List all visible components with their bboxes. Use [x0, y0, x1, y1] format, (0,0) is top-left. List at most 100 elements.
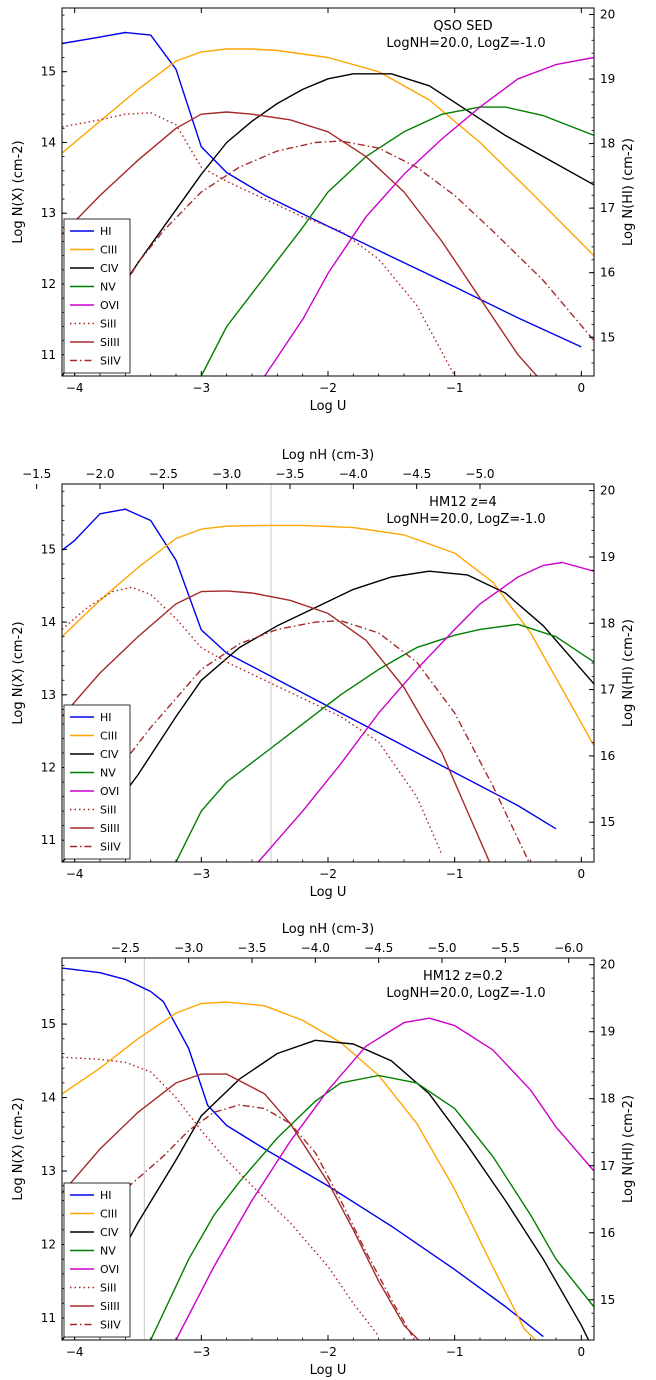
y2-tick-label: 16 [600, 1226, 615, 1240]
y-tick-label: 15 [41, 65, 56, 79]
x-axis-label: Log U [310, 399, 347, 414]
legend-label-siii: SiII [100, 1282, 117, 1295]
y-tick-label: 12 [41, 277, 56, 291]
y2-axis-label: Log N(HI) (cm-2) [621, 619, 636, 727]
series-line-ovi [264, 56, 594, 376]
y2-axis-label: Log N(HI) (cm-2) [621, 1095, 636, 1203]
series-line-civ [62, 570, 594, 862]
series-line-siiv [86, 1104, 416, 1340]
series-line-hi [62, 31, 582, 348]
top-tick-label: −5.0 [465, 467, 494, 481]
y2-tick-label: 16 [600, 749, 615, 763]
x-tick-label: −3 [192, 867, 210, 881]
legend-label-siiv: SiIV [100, 841, 121, 854]
series-line-siiv [86, 140, 594, 349]
legend-label-siii: SiII [100, 804, 117, 817]
x-tick-label: −1 [446, 381, 464, 395]
legend-label-hi: HI [100, 225, 112, 238]
plot-frame [61, 483, 595, 863]
top-tick-label: −1.5 [22, 467, 51, 481]
series-line-siiii [62, 111, 538, 376]
y2-tick-label: 19 [600, 550, 615, 564]
x-tick-label: −2 [319, 1345, 337, 1359]
y-axis-label: Log N(X) (cm-2) [11, 621, 26, 724]
top-tick-label: −2.5 [111, 941, 140, 955]
series-group [62, 967, 594, 1340]
series-line-nv [150, 1074, 594, 1340]
y-tick-label: 11 [41, 833, 56, 847]
legend-label-ciii: CIII [100, 1208, 117, 1221]
plot-frame [61, 957, 595, 1341]
top-tick-label: −4.5 [402, 467, 431, 481]
x-tick-label: 0 [578, 381, 586, 395]
y2-tick-label: 18 [600, 1092, 615, 1106]
x-tick-label: −3 [192, 381, 210, 395]
x-tick-label: −4 [66, 867, 84, 881]
y-tick-label: 12 [41, 761, 56, 775]
x-axis-label: Log U [310, 1363, 347, 1378]
chart-title: QSO SED [433, 19, 492, 34]
chart-subtitle: LogNH=20.0, LogZ=-1.0 [386, 36, 545, 51]
legend-label-ovi: OVI [100, 785, 119, 798]
top-tick-label: −2.0 [85, 467, 114, 481]
y-tick-label: 14 [41, 135, 56, 149]
legend-label-hi: HI [100, 1189, 112, 1202]
legend-box [63, 704, 131, 860]
legend: HI CIII CIV NV OVI SiII SiIII SiIV [63, 218, 131, 374]
legend-label-ciii: CIII [100, 730, 117, 743]
y2-axis-label: Log N(HI) (cm-2) [621, 138, 636, 246]
y2-tick-label: 20 [600, 958, 615, 972]
y-tick-label: 11 [41, 1311, 56, 1325]
series-line-hi [62, 508, 557, 830]
y-axis-label: Log N(X) (cm-2) [11, 1097, 26, 1200]
series-line-ovi [175, 1017, 594, 1340]
legend-label-siiii: SiIII [100, 336, 120, 349]
legend: HI CIII CIV NV OVI SiII SiIII SiIV [63, 704, 131, 860]
y-axis-label: Log N(X) (cm-2) [11, 140, 26, 243]
y-tick-label: 15 [41, 542, 56, 556]
x-tick-label: 0 [578, 1345, 586, 1359]
top-tick-label: −3.0 [174, 941, 203, 955]
series-line-siii [62, 1056, 380, 1337]
top-axis-label: Log nH (cm-3) [282, 448, 374, 463]
legend-label-siiv: SiIV [100, 355, 121, 368]
y2-tick-label: 17 [600, 683, 615, 697]
series-line-siiii [62, 1073, 420, 1340]
series-line-nv [200, 106, 594, 376]
top-tick-label: −3.0 [212, 467, 241, 481]
x-tick-label: −4 [66, 1345, 84, 1359]
legend-label-siii: SiII [100, 318, 117, 331]
top-tick-label: −3.5 [275, 467, 304, 481]
legend-label-ovi: OVI [100, 1263, 119, 1276]
legend-label-siiii: SiIII [100, 822, 120, 835]
y-tick-label: 13 [41, 1164, 56, 1178]
y-tick-label: 14 [41, 1091, 56, 1105]
y-tick-label: 13 [41, 688, 56, 702]
legend-label-siiv: SiIV [100, 1319, 121, 1332]
legend-label-nv: NV [100, 767, 116, 780]
y2-tick-label: 17 [600, 201, 615, 215]
series-line-ciii [62, 1001, 537, 1340]
y2-tick-label: 18 [600, 616, 615, 630]
top-tick-label: −3.5 [237, 941, 266, 955]
series-group [62, 31, 594, 376]
x-axis-label: Log U [310, 885, 347, 900]
legend-label-ovi: OVI [100, 299, 119, 312]
legend-label-siiii: SiIII [100, 1300, 120, 1313]
x-tick-label: −1 [446, 867, 464, 881]
series-line-ciii [62, 48, 594, 257]
y2-tick-label: 15 [600, 815, 615, 829]
y2-tick-label: 18 [600, 137, 615, 151]
top-tick-label: −6.0 [554, 941, 583, 955]
x-tick-label: 0 [578, 867, 586, 881]
y2-tick-label: 17 [600, 1159, 615, 1173]
chart-title: HM12 z=4 [429, 495, 497, 510]
series-line-siii [62, 586, 443, 855]
x-tick-label: −2 [319, 381, 337, 395]
top-tick-label: −5.5 [491, 941, 520, 955]
series-line-nv [175, 623, 594, 862]
series-line-siiii [62, 590, 491, 862]
x-tick-label: −4 [66, 381, 84, 395]
legend-label-nv: NV [100, 281, 116, 294]
